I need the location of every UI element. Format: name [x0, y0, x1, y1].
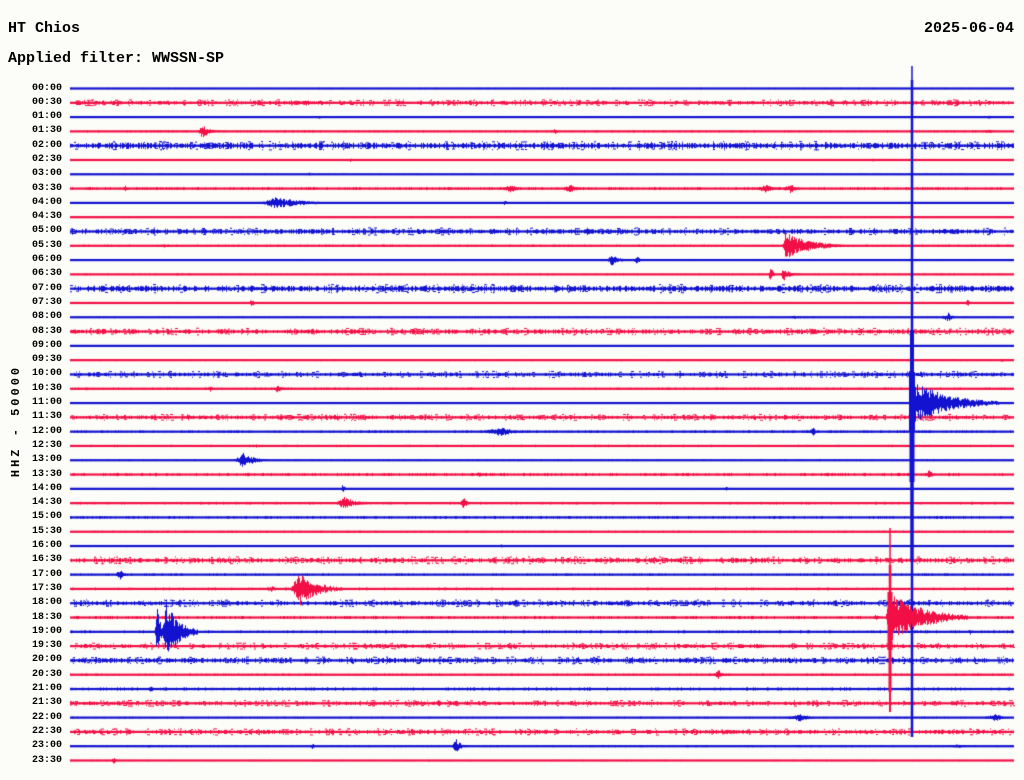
- row-time-label: 19:30: [31, 640, 62, 652]
- row-time-label: 13:00: [31, 454, 62, 466]
- row-time-label: 15:30: [31, 525, 62, 537]
- row-time-label: 21:30: [31, 697, 62, 709]
- row-time-label: 15:00: [31, 511, 62, 523]
- row-time-label: 21:00: [31, 683, 62, 695]
- row-time-label: 20:00: [31, 654, 62, 666]
- row-time-label: 12:30: [31, 439, 62, 451]
- row-time-label: 07:00: [31, 282, 62, 294]
- row-time-label: 06:30: [31, 268, 62, 280]
- row-time-label: 16:30: [31, 554, 62, 566]
- row-time-label: 13:30: [31, 468, 62, 480]
- row-time-label: 01:30: [31, 125, 62, 137]
- row-time-label: 03:00: [31, 168, 62, 180]
- row-time-label: 05:00: [31, 225, 62, 237]
- row-time-label: 14:30: [31, 497, 62, 509]
- row-time-label: 05:30: [31, 239, 62, 251]
- row-time-label: 16:00: [31, 540, 62, 552]
- row-time-label: 17:30: [31, 582, 62, 594]
- row-time-label: 10:00: [31, 368, 62, 380]
- row-time-label: 18:30: [31, 611, 62, 623]
- row-time-label: 04:00: [31, 196, 62, 208]
- row-time-label: 08:00: [31, 311, 62, 323]
- row-time-label: 06:00: [31, 254, 62, 266]
- row-time-label: 02:30: [31, 153, 62, 165]
- row-time-label: 19:00: [31, 625, 62, 637]
- row-time-label: 09:00: [31, 339, 62, 351]
- row-time-label: 22:30: [31, 725, 62, 737]
- row-time-label: 11:30: [31, 411, 62, 423]
- row-time-label: 20:30: [31, 668, 62, 680]
- row-time-label: 09:30: [31, 354, 62, 366]
- row-time-label: 04:30: [31, 211, 62, 223]
- row-time-label: 23:30: [31, 754, 62, 766]
- applied-filter-label: Applied filter: WWSSN-SP: [8, 50, 225, 67]
- date-label: 2025-06-04: [923, 20, 1014, 37]
- row-time-label: 08:30: [31, 325, 62, 337]
- row-time-label: 03:30: [31, 182, 62, 194]
- row-time-label: 00:00: [31, 82, 62, 94]
- row-time-label: 14:00: [31, 482, 62, 494]
- row-time-label: 10:30: [31, 382, 62, 394]
- row-time-label: 22:00: [31, 711, 62, 723]
- row-time-label: 11:00: [31, 397, 62, 409]
- row-time-label: 12:00: [31, 425, 62, 437]
- station-title: HT Chios: [8, 20, 81, 37]
- row-time-label: 02:00: [31, 139, 62, 151]
- row-time-label: 07:30: [31, 296, 62, 308]
- row-time-label: 00:30: [31, 96, 62, 108]
- row-time-label: 17:00: [31, 568, 62, 580]
- row-time-label: 18:00: [31, 597, 62, 609]
- row-time-label: 23:00: [31, 740, 62, 752]
- row-time-label: 01:00: [31, 111, 62, 123]
